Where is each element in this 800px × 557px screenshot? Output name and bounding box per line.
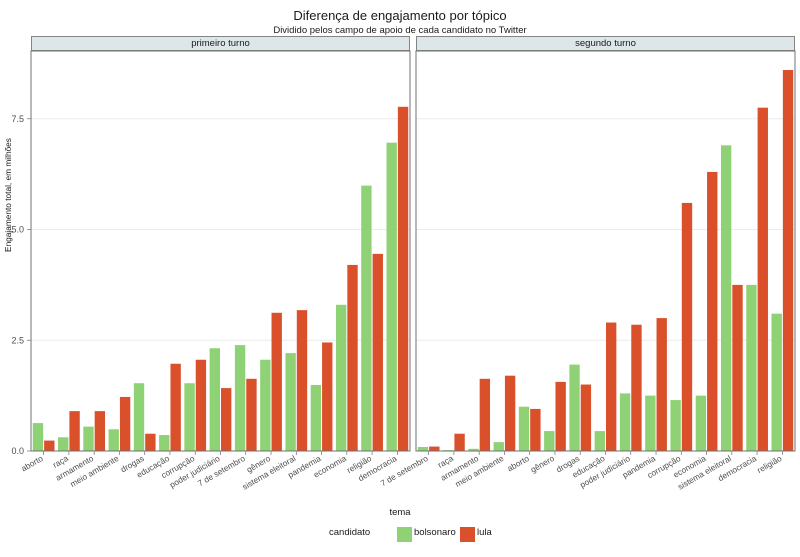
svg-text:7.5: 7.5 xyxy=(11,114,24,124)
svg-text:2.5: 2.5 xyxy=(11,335,24,345)
svg-text:religião: religião xyxy=(755,453,784,475)
svg-text:5.0: 5.0 xyxy=(11,225,24,235)
svg-text:0.0: 0.0 xyxy=(11,446,24,456)
svg-text:gênero: gênero xyxy=(529,453,557,475)
svg-text:aborto: aborto xyxy=(505,453,531,474)
